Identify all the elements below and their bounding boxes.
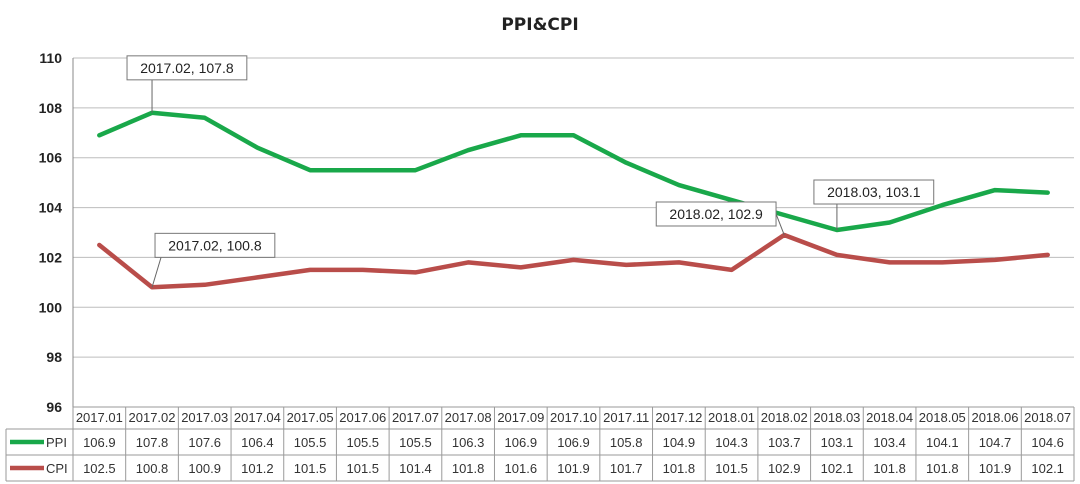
callout-leader — [775, 213, 785, 236]
data-label: 100.9 — [188, 461, 221, 476]
x-tick-label: 2018.06 — [971, 410, 1018, 425]
callout-box — [813, 179, 935, 205]
data-label: 104.3 — [715, 435, 748, 450]
data-label: 105.5 — [399, 435, 432, 450]
data-label: 102.1 — [821, 461, 854, 476]
callout-box — [154, 232, 276, 258]
callout-label: 2018.03, 103.1 — [827, 184, 921, 200]
x-tick-label: 2017.04 — [234, 410, 281, 425]
x-tick-label: 2017.06 — [339, 410, 386, 425]
data-label: 106.9 — [83, 435, 116, 450]
x-tick-label: 2018.03 — [813, 410, 860, 425]
data-label: 103.1 — [821, 435, 854, 450]
data-label: 101.5 — [294, 461, 327, 476]
callout: 2017.02, 100.8 — [151, 232, 276, 288]
data-label: 105.5 — [346, 435, 379, 450]
chart-title: PPI&CPI — [501, 15, 578, 35]
data-label: 101.6 — [505, 461, 538, 476]
data-label: 101.9 — [557, 461, 590, 476]
data-label: 102.1 — [1031, 461, 1064, 476]
callout: 2018.02, 102.9 — [655, 201, 785, 236]
data-label: 101.8 — [873, 461, 906, 476]
y-tick-label: 102 — [39, 249, 63, 265]
data-label: 106.9 — [557, 435, 590, 450]
data-label: 101.8 — [452, 461, 485, 476]
y-tick-label: 100 — [39, 299, 63, 315]
data-label: 100.8 — [136, 461, 169, 476]
x-tick-label: 2017.09 — [497, 410, 544, 425]
x-tick-label: 2018.07 — [1024, 410, 1071, 425]
x-tick-label: 2017.07 — [392, 410, 439, 425]
data-label: 101.5 — [715, 461, 748, 476]
data-label: 105.8 — [610, 435, 643, 450]
data-label: 104.6 — [1031, 435, 1064, 450]
data-label: 101.8 — [926, 461, 959, 476]
x-tick-label: 2017.12 — [655, 410, 702, 425]
x-tick-label: 2017.10 — [550, 410, 597, 425]
y-tick-label: 110 — [39, 50, 62, 66]
callout: 2017.02, 107.8 — [126, 55, 248, 113]
callout-label: 2017.02, 100.8 — [168, 237, 262, 253]
data-label: 106.3 — [452, 435, 485, 450]
legend-label-ppi: PPI — [46, 435, 67, 450]
y-tick-label: 106 — [39, 150, 63, 166]
data-label: 106.9 — [505, 435, 538, 450]
y-axis-ticks: 96 98 100 102 104 106 108 110 — [39, 50, 63, 415]
data-label: 107.6 — [188, 435, 221, 450]
callout: 2018.03, 103.1 — [813, 179, 935, 231]
y-tick-label: 108 — [39, 100, 63, 116]
data-label: 105.5 — [294, 435, 327, 450]
data-label: 104.7 — [979, 435, 1012, 450]
data-label: 101.8 — [663, 461, 696, 476]
data-label: 102.5 — [83, 461, 116, 476]
gridlines — [72, 57, 1074, 407]
x-tick-label: 2017.05 — [287, 410, 334, 425]
callout-box — [655, 201, 777, 227]
y-tick-label: 96 — [46, 399, 62, 415]
x-tick-label: 2018.02 — [761, 410, 808, 425]
series-line-ppi — [97, 110, 1050, 233]
data-label: 106.4 — [241, 435, 274, 450]
x-tick-label: 2017.02 — [129, 410, 176, 425]
data-label: 101.5 — [346, 461, 379, 476]
data-label: 101.2 — [241, 461, 274, 476]
data-label: 107.8 — [136, 435, 169, 450]
x-tick-label: 2017.08 — [445, 410, 492, 425]
x-tick-label: 2017.11 — [603, 410, 649, 425]
x-tick-label: 2017.01 — [76, 410, 123, 425]
x-tick-label: 2017.03 — [181, 410, 228, 425]
callout-box — [126, 55, 248, 81]
callout-label: 2017.02, 107.8 — [140, 60, 234, 76]
callout-leader — [151, 257, 162, 288]
callout-label: 2018.02, 102.9 — [669, 206, 763, 222]
data-label: 104.9 — [663, 435, 696, 450]
series-lines — [97, 110, 1050, 290]
data-label: 101.7 — [610, 461, 643, 476]
series-line-cpi — [97, 232, 1050, 290]
data-label: 101.4 — [399, 461, 432, 476]
data-label: 104.1 — [926, 435, 959, 450]
data-label: 103.4 — [873, 435, 906, 450]
data-label: 103.7 — [768, 435, 801, 450]
legend-label-cpi: CPI — [46, 461, 68, 476]
data-label: 101.9 — [979, 461, 1012, 476]
y-tick-label: 98 — [46, 349, 62, 365]
x-tick-label: 2018.05 — [919, 410, 966, 425]
data-table: 2017.01 2017.02 2017.03 2017.04 2017.05 2017.… — [5, 406, 1075, 482]
data-label: 102.9 — [768, 461, 801, 476]
y-tick-label: 104 — [39, 200, 63, 216]
x-tick-label: 2018.04 — [866, 410, 913, 425]
callouts: 2017.02, 107.8 2017.02, 100.8 2018.02, 102… — [126, 55, 935, 288]
x-tick-label: 2018.01 — [708, 410, 755, 425]
